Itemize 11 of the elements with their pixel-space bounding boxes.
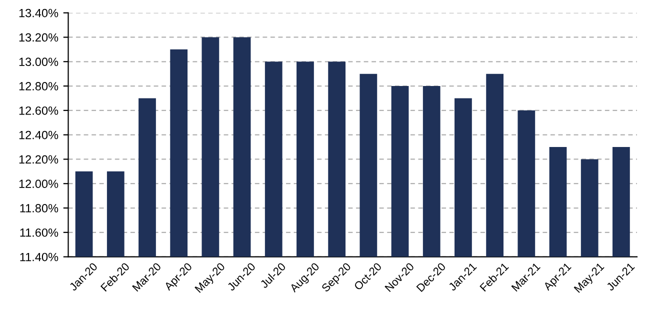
y-tick-label: 11.40% — [20, 252, 58, 262]
y-tick-label: 12.20% — [19, 155, 58, 164]
y-tick-label: 12.80% — [19, 82, 58, 90]
y-tick-label: 11.80% — [20, 204, 58, 212]
y-tick-label: 13.00% — [19, 58, 58, 66]
y-tick-label: 11.60% — [20, 228, 58, 237]
y-tick-label: 12.00% — [19, 180, 58, 188]
y-tick-label: 12.60% — [19, 106, 58, 115]
y-tick-label: 12.40% — [19, 130, 58, 140]
y-tick-label: 13.20% — [19, 33, 58, 42]
y-tick-label: 13.40% — [19, 8, 58, 18]
